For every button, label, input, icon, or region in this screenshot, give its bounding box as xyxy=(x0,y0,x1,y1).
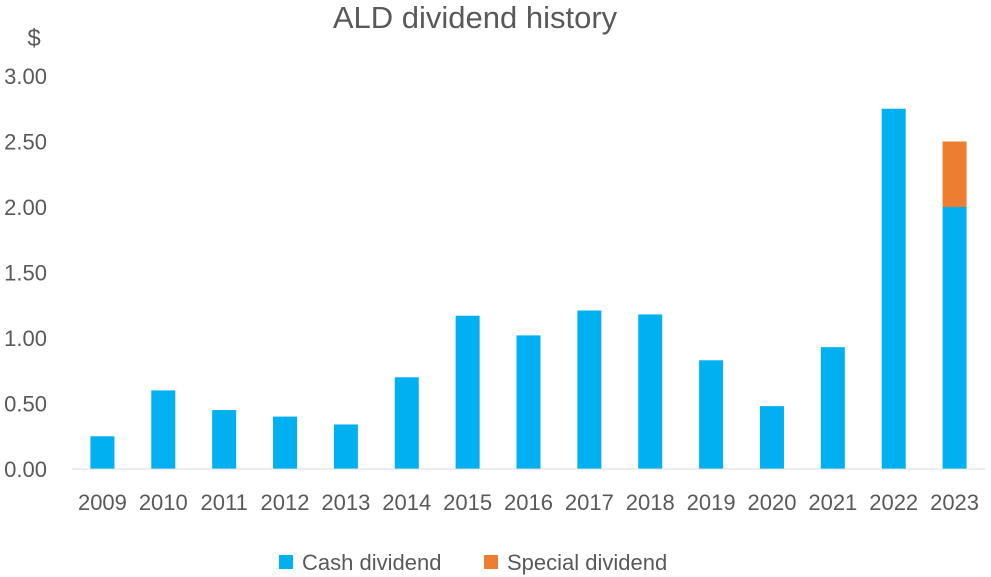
legend-label-cash-dividend: Cash dividend xyxy=(302,550,441,575)
legend-label-special-dividend: Special dividend xyxy=(507,550,667,575)
y-tick-label: 0.50 xyxy=(4,392,47,417)
x-tick-label-2021: 2021 xyxy=(808,490,857,515)
cash-dividend-bar-2021 xyxy=(820,347,845,469)
cash-dividend-bar-2013 xyxy=(333,424,358,469)
legend-swatch-cash-dividend xyxy=(279,555,293,569)
x-tick-label-2016: 2016 xyxy=(504,490,553,515)
y-tick-label: 1.00 xyxy=(4,326,47,351)
x-tick-label-2009: 2009 xyxy=(78,490,127,515)
legend: Cash dividend Special dividend xyxy=(279,550,667,575)
cash-dividend-bar-2018 xyxy=(638,314,663,469)
x-tick-label-2018: 2018 xyxy=(626,490,675,515)
y-axis-unit-label: $ xyxy=(27,25,40,52)
cash-dividend-bar-2022 xyxy=(881,108,906,469)
x-tick-label-2023: 2023 xyxy=(930,490,979,515)
cash-dividend-bar-2019 xyxy=(699,360,724,469)
cash-dividend-bar-2009 xyxy=(90,436,115,469)
y-tick-label: 3.00 xyxy=(4,64,47,89)
x-tick-label-2022: 2022 xyxy=(869,490,918,515)
y-tick-label: 0.00 xyxy=(4,457,47,482)
cash-dividend-bar-2017 xyxy=(577,310,602,469)
cash-dividend-bar-2016 xyxy=(516,335,541,469)
x-tick-label-2020: 2020 xyxy=(747,490,796,515)
cash-dividend-bar-2011 xyxy=(212,410,237,469)
cash-dividend-bar-2010 xyxy=(151,390,176,469)
cash-dividend-bar-2023 xyxy=(942,207,967,469)
legend-swatch-special-dividend xyxy=(484,555,498,569)
y-axis-ticks: 0.00 0.50 1.00 1.50 2.00 2.50 3.00 xyxy=(4,64,47,482)
x-tick-label-2017: 2017 xyxy=(565,490,614,515)
cash-dividend-bar-2020 xyxy=(759,406,784,469)
x-tick-label-2012: 2012 xyxy=(261,490,310,515)
cash-dividend-bar-2015 xyxy=(455,315,480,469)
chart-title: ALD dividend history xyxy=(333,0,618,35)
x-tick-label-2015: 2015 xyxy=(443,490,492,515)
x-axis-ticks: 2009 2010 2011 2012 2013 2014 2015 2016 2017 2018… xyxy=(78,490,979,515)
x-tick-label-2019: 2019 xyxy=(687,490,736,515)
y-tick-label: 1.50 xyxy=(4,261,47,286)
cash-dividend-bar-2012 xyxy=(273,416,298,469)
bars-group xyxy=(90,108,967,469)
x-tick-label-2010: 2010 xyxy=(139,490,188,515)
x-tick-label-2013: 2013 xyxy=(321,490,370,515)
y-tick-label: 2.50 xyxy=(4,130,47,155)
cash-dividend-bar-2014 xyxy=(394,377,419,469)
x-tick-label-2011: 2011 xyxy=(201,490,248,515)
y-tick-label: 2.00 xyxy=(4,195,47,220)
x-tick-label-2014: 2014 xyxy=(382,490,431,515)
special-dividend-bar-2023 xyxy=(942,141,967,207)
